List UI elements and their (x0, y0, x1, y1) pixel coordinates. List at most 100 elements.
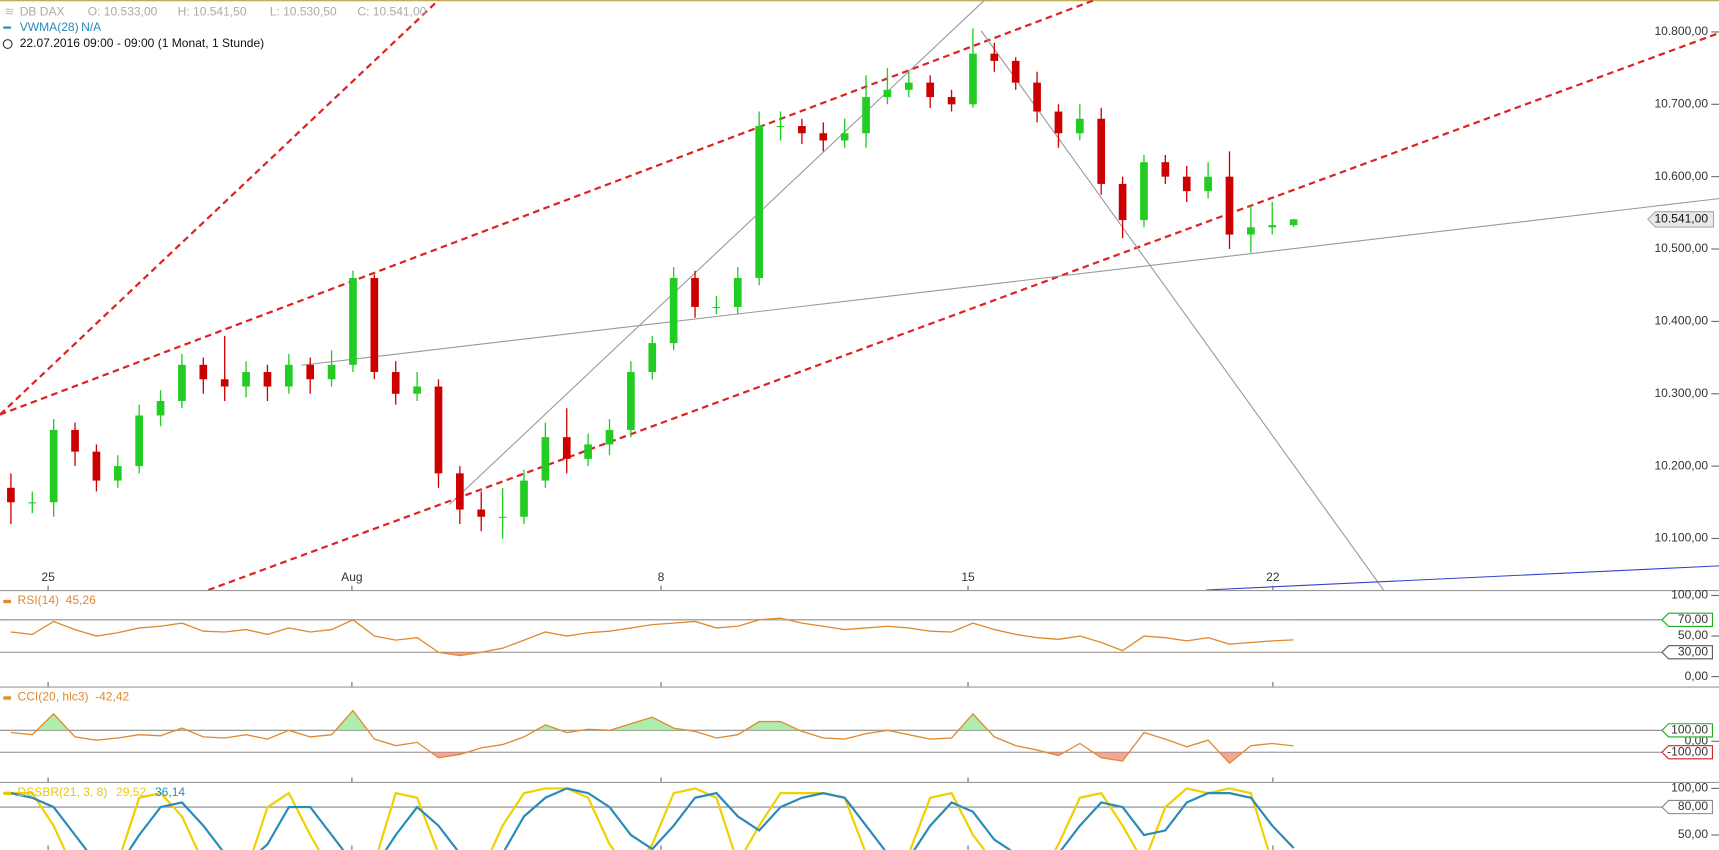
level-label: 30,00 (1678, 644, 1708, 658)
indicator-line (10, 709, 1294, 765)
candle-body (1225, 176, 1234, 235)
clock-icon (2, 39, 13, 49)
candle-body (113, 466, 122, 481)
candle-body (819, 133, 828, 141)
legend-value: 45,26 (66, 593, 96, 607)
candle-body (349, 277, 357, 365)
candle-body (1076, 118, 1084, 134)
candles (7, 28, 1298, 539)
candle-body (156, 400, 165, 416)
line-group (10, 709, 1294, 765)
ohlc-open: O: 10.533,00 (88, 4, 158, 18)
candle-body (434, 386, 443, 474)
indicator-line (10, 787, 1270, 850)
trend-line (980, 30, 1384, 590)
candle-body (1011, 60, 1020, 83)
candle-body (370, 277, 379, 373)
level-label: 70,00 (1678, 612, 1708, 626)
candle-body (840, 133, 849, 141)
candle-body (306, 364, 315, 380)
candle-body (49, 429, 58, 503)
candle-body (1182, 176, 1191, 192)
candle-body (1204, 176, 1212, 192)
candle-body (135, 415, 144, 467)
candle-body (584, 444, 592, 459)
candle-body (1247, 227, 1255, 235)
x-tick-label: Aug (341, 570, 362, 584)
trend-line (0, 0, 1095, 416)
y-tick-label: 10.400,00 (1654, 314, 1708, 328)
legend-swatch (3, 26, 11, 29)
candle-body (541, 437, 550, 481)
last-price-box (1646, 211, 1715, 228)
legend-title: DSSBR(21, 3, 8) (18, 785, 108, 799)
indicator-line (10, 787, 1295, 850)
line-group (10, 787, 1295, 850)
trend-line (0, 0, 440, 416)
level-box (1661, 645, 1713, 660)
indicator-line (10, 617, 1294, 657)
candle-body (1140, 162, 1148, 221)
candle-body (413, 386, 421, 394)
candle-body (242, 372, 250, 387)
candle-body (1118, 183, 1127, 221)
candle-body (7, 487, 15, 503)
trend-line (1205, 565, 1719, 590)
candle-body (178, 364, 186, 401)
y-tick-label: 10.600,00 (1654, 169, 1708, 183)
y-tick-label: 50,00 (1678, 827, 1708, 841)
candle-body (92, 451, 101, 481)
candle-body (263, 372, 272, 387)
candle-body (691, 277, 699, 307)
y-tick-label: 10.300,00 (1654, 386, 1708, 400)
y-tick-label: 10.500,00 (1654, 241, 1708, 255)
legend-name: CCI(20, hlc3) (18, 690, 89, 704)
candle-body (1054, 111, 1063, 134)
candle-body (883, 89, 892, 98)
candle-body (926, 82, 935, 98)
y-tick-label: 10.200,00 (1654, 458, 1708, 472)
line-group (10, 787, 1270, 850)
candle-body (199, 364, 208, 380)
y-tick-label: 10.100,00 (1654, 531, 1708, 545)
last-price-label: 10.541,00 (1654, 212, 1708, 226)
fill-group (10, 710, 1294, 731)
candle-body (990, 53, 999, 61)
candle-body (605, 429, 614, 445)
candle-body (1161, 162, 1170, 177)
x-tick-label: 8 (658, 570, 665, 584)
candle-body (712, 306, 721, 309)
y-tick-label: 0,00 (1685, 669, 1709, 683)
candle-body (562, 437, 571, 459)
candle-body (1033, 82, 1041, 112)
candle-body (627, 372, 635, 430)
level-label: -100,00 (1667, 744, 1708, 758)
candle-body (498, 516, 507, 518)
x-tick-label: 25 (41, 570, 55, 584)
candle-body (477, 509, 486, 517)
candle-body (456, 473, 464, 510)
candle-body (1268, 225, 1277, 228)
overlay-value: N/A (81, 20, 102, 34)
candle-body (1289, 219, 1298, 226)
level-fill (10, 710, 1294, 731)
candle-body (755, 126, 763, 278)
candle-body (391, 372, 400, 394)
level-box (1661, 612, 1713, 627)
candle-body (969, 53, 977, 105)
candle-body (327, 364, 336, 380)
candle-body (520, 480, 528, 517)
level-box (1661, 745, 1713, 760)
candle-body (798, 126, 806, 134)
legend-swatch (3, 599, 11, 604)
y-tick-label: 50,00 (1678, 628, 1708, 642)
candle-body (284, 364, 293, 387)
y-tick-label: 10.700,00 (1654, 96, 1708, 110)
legend-value: 29,52 (116, 785, 146, 799)
symbol: DB DAX (20, 4, 65, 18)
level-box (1661, 799, 1713, 815)
period: 22.07.2016 09:00 - 09:00 (1 Monat, 1 Stu… (20, 36, 264, 50)
